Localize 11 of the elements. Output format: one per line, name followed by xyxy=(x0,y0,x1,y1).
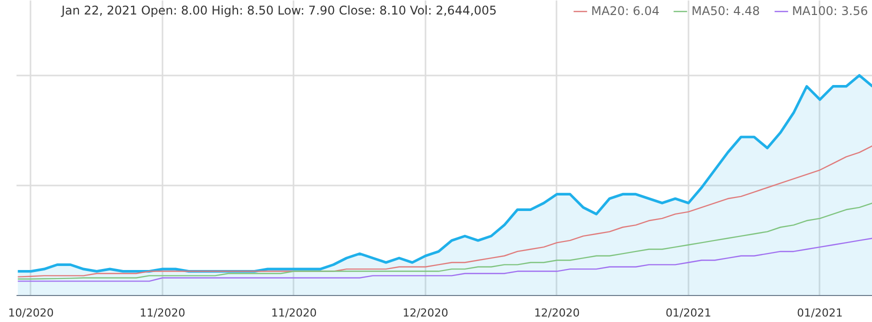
x-tick-label: 12/2020 xyxy=(402,306,448,320)
x-tick-label: 01/2021 xyxy=(797,306,843,320)
legend-label: MA20: 6.04 xyxy=(591,4,660,18)
legend-label: MA50: 4.48 xyxy=(692,4,760,18)
x-tick-label: 10/2020 xyxy=(8,306,54,320)
x-tick-label: 11/2020 xyxy=(140,306,186,320)
text: Jan 22, 2021 Open: 8.00 High: 8.50 Low: 7.90 Close: 8.10 Vol: 2,644,005 xyxy=(60,4,497,18)
x-tick-label: 01/2021 xyxy=(666,306,712,320)
x-tick-label: 12/2020 xyxy=(534,306,580,320)
legend-label: MA100: 3.56 xyxy=(792,4,868,18)
x-tick-label: 11/2020 xyxy=(271,306,317,320)
